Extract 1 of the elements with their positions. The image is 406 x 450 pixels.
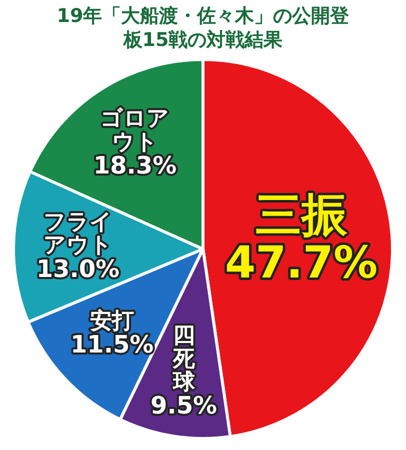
chart-title: 19年「大船渡・佐々木」の公開登板15戦の対戦結果	[56, 4, 350, 52]
